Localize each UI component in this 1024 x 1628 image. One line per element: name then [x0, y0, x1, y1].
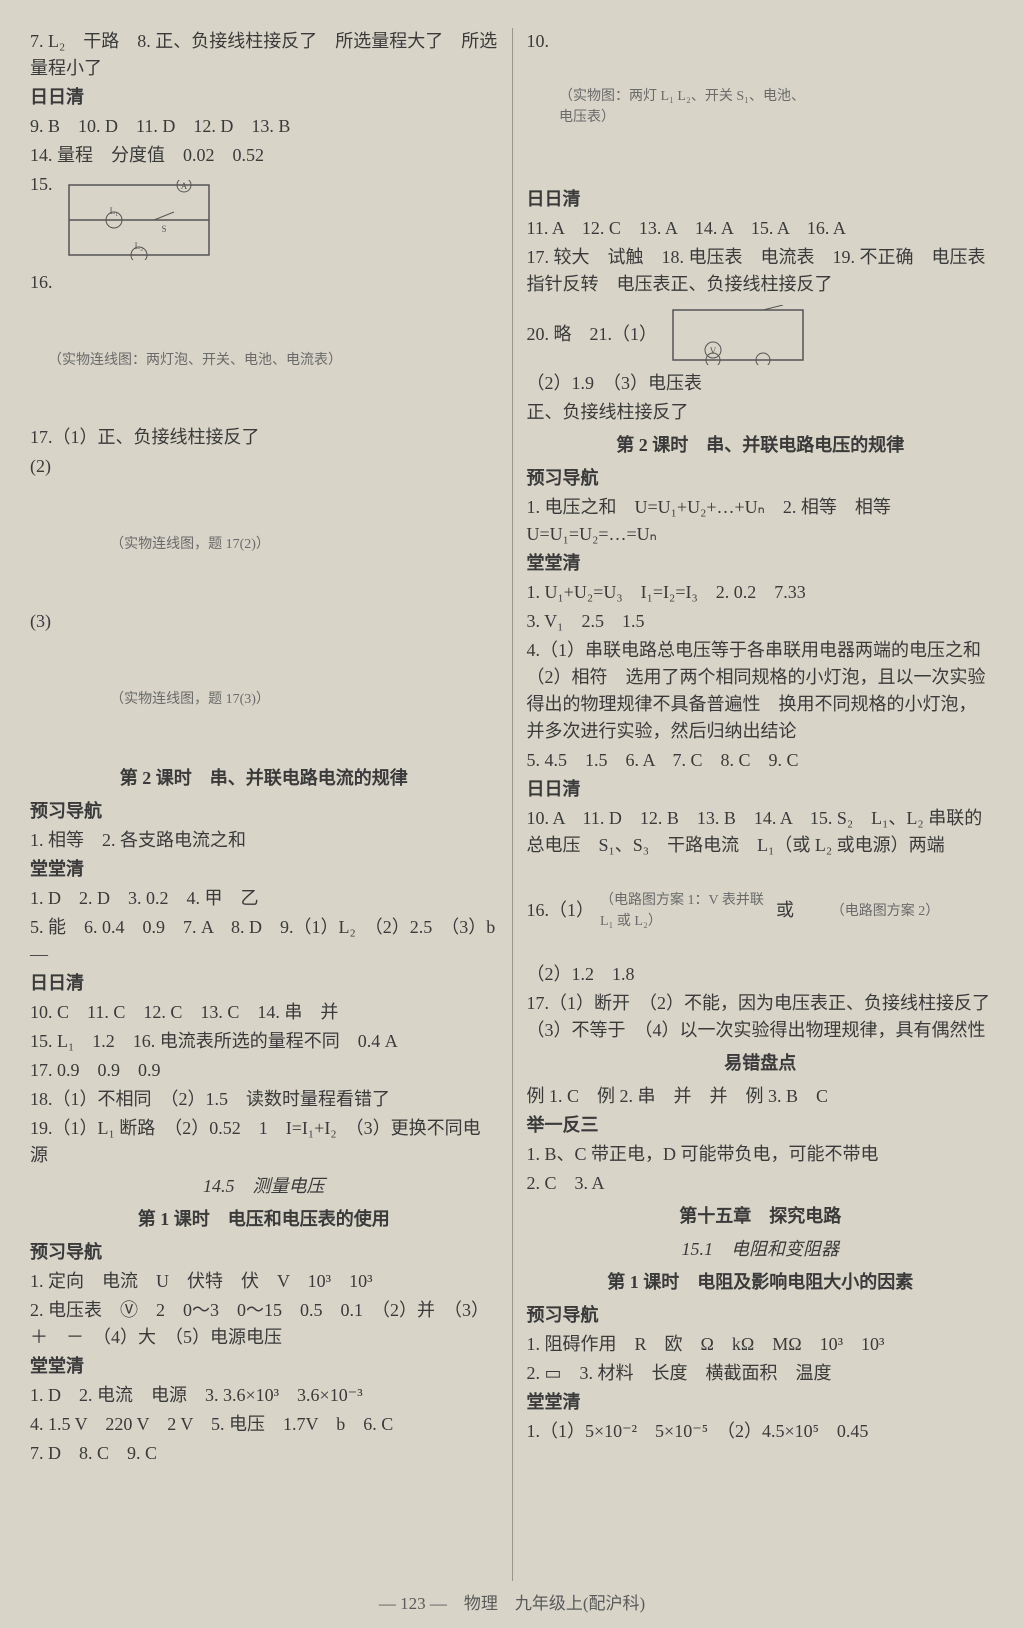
chapter-title: 第十五章 探究电路: [527, 1203, 995, 1230]
text-line: 1. D 2. 电流 电源 3. 3.6×10³ 3.6×10⁻³: [30, 1382, 498, 1409]
circuit-diagram-icon: L₁ S L₂ A: [59, 175, 219, 265]
circuit-diagram-icon: （电路图方案 1：V 表并联 L₁ 或 L₂）: [600, 861, 770, 961]
svg-text:L₂: L₂: [134, 241, 143, 251]
page: 7. L₂ 干路 8. 正、负接线柱接反了 所选量程大了 所选量程小了 日日清 …: [0, 0, 1024, 1628]
circuit-photo-icon: （实物连线图：两灯泡、开关、电池、电流表）: [30, 300, 360, 420]
text-line: 1. 相等 2. 各支路电流之和: [30, 827, 498, 854]
heading-tangtang: 堂堂清: [30, 1353, 498, 1380]
circuit-svg: V L₁ L₂: [668, 305, 808, 365]
text-line: 14. 量程 分度值 0.02 0.52: [30, 142, 498, 169]
left-column: 7. L₂ 干路 8. 正、负接线柱接反了 所选量程大了 所选量程小了 日日清 …: [30, 28, 512, 1581]
text-line: 7. D 8. C 9. C: [30, 1440, 498, 1467]
text-line: 17.（1）正、负接线柱接反了: [30, 424, 498, 451]
text-line: （2）1.9 （3）电压表: [527, 370, 703, 397]
text-line: 1.（1）5×10⁻² 5×10⁻⁵ （2）4.5×10⁵ 0.45: [527, 1418, 995, 1445]
heading-juyifansan: 举一反三: [527, 1112, 995, 1139]
text-line: 1. 电压之和 U=U₁+U₂+…+Uₙ 2. 相等 相等 U=U₁=U₂=…=…: [527, 494, 995, 548]
circuit-photo-icon: （实物连线图，题 17(3)）: [30, 639, 350, 759]
heading-yuxi: 预习导航: [527, 1302, 995, 1329]
text-line: 4. 1.5 V 220 V 2 V 5. 电压 1.7V b 6. C: [30, 1411, 498, 1438]
text-line: 20. 略 21.（1）: [527, 321, 658, 348]
item-number: 16.（1）: [527, 897, 595, 924]
text-line: 5. 4.5 1.5 6. A 7. C 8. C 9. C: [527, 747, 995, 774]
subsection-title: 14.5 测量电压: [30, 1173, 498, 1200]
circuit-diagram-icon: （电路图方案 2）: [800, 861, 970, 961]
page-footer: — 123 — 物理 九年级上(配沪科): [30, 1581, 994, 1617]
heading-ririqing: 日日清: [527, 186, 995, 213]
text-line: 3. V₁ 2.5 1.5: [527, 608, 995, 635]
text-line: 10. A 11. D 12. B 13. B 14. A 15. S₂ L₁、…: [527, 805, 995, 859]
text-line: 5. 能 6. 0.4 0.9 7. A 8. D 9.（1）L₂ （2）2.5…: [30, 914, 498, 968]
text-line: 1. U₁+U₂=U₃ I₁=I₂=I₃ 2. 0.2 7.33: [527, 579, 995, 606]
text-line: 10. C 11. C 12. C 13. C 14. 串 并: [30, 999, 498, 1026]
svg-text:V: V: [710, 346, 717, 356]
text-line: 11. A 12. C 13. A 14. A 15. A 16. A: [527, 215, 995, 242]
text-line: 18.（1）不相同 （2）1.5 读数时量程看错了: [30, 1086, 498, 1113]
item-number: 16.: [30, 269, 498, 296]
heading-yuxi: 预习导航: [30, 798, 498, 825]
lesson-title: 第 1 课时 电阻及影响电阻大小的因素: [527, 1269, 995, 1296]
lesson-title: 第 1 课时 电压和电压表的使用: [30, 1206, 498, 1233]
text-line: 17.（1）断开 （2）不能，因为电压表正、负接线柱接反了 （3）不等于 （4）…: [527, 990, 995, 1044]
heading-tangtang: 堂堂清: [527, 1389, 995, 1416]
text-line: 17. 0.9 0.9 0.9: [30, 1057, 498, 1084]
heading-ririqing: 日日清: [30, 970, 498, 997]
text-line: 2. 电压表 Ⓥ 2 0～3 0～15 0.5 0.1 （2）并 （3）＋ － …: [30, 1297, 498, 1351]
item-number: 15.: [30, 171, 53, 198]
text-line: 17. 较大 试触 18. 电压表 电流表 19. 不正确 电压表指针反转 电压…: [527, 244, 995, 298]
text-line: 7. L₂ 干路 8. 正、负接线柱接反了 所选量程大了 所选量程小了: [30, 28, 498, 82]
item-number: (3): [30, 608, 498, 635]
circuit-diagram-icon: V L₁ L₂: [663, 300, 813, 370]
heading-yicuo: 易错盘点: [527, 1050, 995, 1077]
text-line: 正、负接线柱接反了: [527, 399, 995, 426]
text-line: 1. B、C 带正电，D 可能带负电，可能不带电: [527, 1141, 995, 1168]
text-line: 4.（1）串联电路总电压等于各串联用电器两端的电压之和 （2）相符 选用了两个相…: [527, 637, 995, 745]
text-line: 或: [776, 897, 794, 924]
heading-ririqing: 日日清: [30, 84, 498, 111]
heading-yuxi: 预习导航: [30, 1239, 498, 1266]
circuit-photo-icon: （实物图：两灯 L₁ L₂、开关 S₁、电池、电压表）: [559, 32, 819, 182]
svg-text:L₁: L₁: [109, 206, 118, 216]
columns: 7. L₂ 干路 8. 正、负接线柱接反了 所选量程大了 所选量程小了 日日清 …: [30, 28, 994, 1581]
text-line: 1. 阻碍作用 R 欧 Ω kΩ MΩ 10³ 10³: [527, 1331, 995, 1358]
svg-text:S: S: [161, 224, 166, 234]
text-line: 例 1. C 例 2. 串 并 并 例 3. B C: [527, 1083, 995, 1110]
text-line: 19.（1）L₁ 断路 （2）0.52 1 I=I₁+I₂ （3）更换不同电源: [30, 1115, 498, 1169]
circuit-photo-icon: （实物连线图，题 17(2)）: [30, 484, 350, 604]
text-line: 15. L₁ 1.2 16. 电流表所选的量程不同 0.4 A: [30, 1028, 498, 1055]
text-line: 9. B 10. D 11. D 12. D 13. B: [30, 113, 498, 140]
text-line: 1. 定向 电流 U 伏特 伏 V 10³ 10³: [30, 1268, 498, 1295]
text-line: 2. ▭ 3. 材料 长度 横截面积 温度: [527, 1360, 995, 1387]
heading-tangtang: 堂堂清: [30, 856, 498, 883]
svg-text:A: A: [180, 181, 187, 191]
text-line: 1. D 2. D 3. 0.2 4. 甲 乙: [30, 885, 498, 912]
lesson-title: 第 2 课时 串、并联电路电压的规律: [527, 432, 995, 459]
heading-tangtang: 堂堂清: [527, 550, 995, 577]
heading-ririqing: 日日清: [527, 776, 995, 803]
item-number: 10.: [527, 28, 550, 55]
heading-yuxi: 预习导航: [527, 465, 995, 492]
text-line: （2）1.2 1.8: [527, 961, 995, 988]
lesson-title: 第 2 课时 串、并联电路电流的规律: [30, 765, 498, 792]
item-number: (2): [30, 453, 498, 480]
circuit-svg: L₁ S L₂ A: [64, 180, 214, 260]
right-column: 10. （实物图：两灯 L₁ L₂、开关 S₁、电池、电压表） 日日清 11. …: [512, 28, 995, 1581]
subsection-title: 15.1 电阻和变阻器: [527, 1236, 995, 1263]
text-line: 2. C 3. A: [527, 1170, 995, 1197]
